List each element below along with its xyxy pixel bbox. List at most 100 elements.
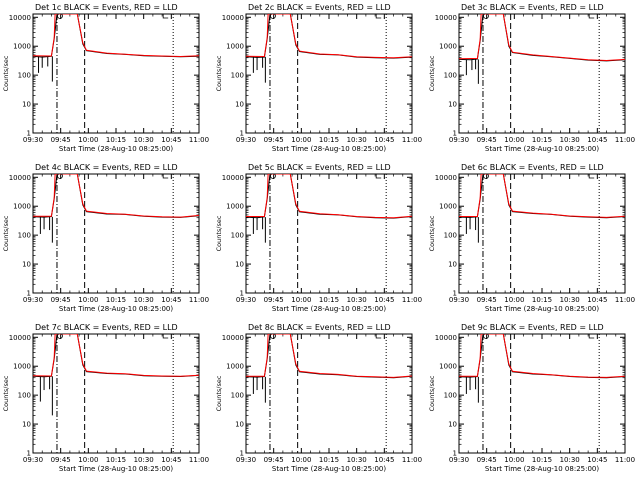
plot-frame [32, 333, 200, 454]
chart-panel: Det 7c BLACK = Events, RED = LLD 1 10 100 10… [2, 323, 209, 473]
chart-panel: Det 4c BLACK = Events, RED = LLD 1 10 100 10… [2, 163, 209, 313]
flag-circle-marker [483, 174, 489, 179]
plot-frame [245, 333, 413, 454]
x-tick-label: 09:45 [264, 136, 284, 144]
x-tick-label: 11:00 [402, 296, 422, 304]
x-tick-label: 10:45 [161, 296, 181, 304]
x-tick-label: 10:00 [504, 136, 524, 144]
x-tick-label: 09:45 [51, 456, 71, 464]
y-tick-label: 100 [231, 72, 244, 80]
y-tick-label: 10 [22, 421, 31, 429]
chart-title: Det 5c BLACK = Events, RED = LLD [248, 163, 391, 172]
x-tick-label: 10:15 [319, 136, 339, 144]
plot-data [33, 334, 199, 453]
x-tick-label: 09:45 [264, 456, 284, 464]
x-tick-label: 10:15 [532, 456, 552, 464]
flag-bracket-marker [375, 334, 382, 339]
x-axis-label: Start Time (28-Aug-10 08:25:00) [272, 465, 386, 473]
lld-series-line [246, 334, 412, 378]
lld-series-line [33, 174, 199, 218]
chart-panel: Det 3c BLACK = Events, RED = LLD 1 10 100 10… [428, 3, 635, 153]
y-tick-label: 1 [240, 130, 244, 138]
lld-series-line [459, 174, 625, 218]
x-tick-label: 09:30 [449, 296, 469, 304]
x-axis-label: Start Time (28-Aug-10 08:25:00) [59, 465, 173, 473]
y-tick-label: 100 [444, 72, 457, 80]
events-series-line [33, 14, 199, 58]
flag-circle-marker [270, 334, 276, 339]
x-tick-label: 09:30 [449, 136, 469, 144]
y-tick-label: 1000 [13, 43, 31, 51]
y-axis-label: Counts/sec [215, 55, 223, 91]
x-tick-label: 11:00 [189, 136, 209, 144]
chart-title: Det 4c BLACK = Events, RED = LLD [35, 163, 178, 172]
y-tick-label: 100 [444, 232, 457, 240]
x-tick-label: 10:00 [504, 296, 524, 304]
x-tick-label: 10:45 [161, 136, 181, 144]
plot-data [33, 174, 199, 293]
x-tick-label: 10:00 [78, 296, 98, 304]
y-tick-label: 10 [235, 421, 244, 429]
x-tick-label: 09:30 [236, 456, 256, 464]
x-tick-label: 10:30 [134, 296, 154, 304]
y-tick-label: 1000 [439, 203, 457, 211]
x-tick-label: 09:30 [236, 136, 256, 144]
events-series-line [459, 334, 625, 379]
flag-bracket-marker [588, 334, 595, 339]
lld-series-line [246, 14, 412, 59]
lld-series-line [33, 334, 199, 377]
flag-circle-marker [483, 334, 489, 339]
y-axis-label: Counts/sec [2, 375, 10, 411]
chart-title: Det 8c BLACK = Events, RED = LLD [248, 323, 391, 332]
flag-bracket-marker [162, 174, 169, 179]
y-tick-label: 100 [18, 72, 31, 80]
x-tick-label: 10:30 [347, 136, 367, 144]
x-tick-label: 09:45 [264, 296, 284, 304]
chart-title: Det 6c BLACK = Events, RED = LLD [461, 163, 604, 172]
y-tick-label: 10000 [435, 334, 457, 342]
x-tick-label: 09:45 [51, 136, 71, 144]
x-tick-label: 10:15 [106, 456, 126, 464]
plot-frame [32, 173, 200, 294]
x-tick-label: 10:00 [78, 456, 98, 464]
y-tick-label: 10 [22, 101, 31, 109]
x-axis-label: Start Time (28-Aug-10 08:25:00) [272, 305, 386, 313]
lld-series-line [246, 174, 412, 219]
y-tick-label: 100 [18, 392, 31, 400]
y-axis-label: Counts/sec [428, 55, 436, 91]
chart-title: Det 3c BLACK = Events, RED = LLD [461, 3, 604, 12]
plot-data [459, 334, 625, 453]
chart-panel: Det 5c BLACK = Events, RED = LLD 1 10 100 10… [215, 163, 422, 313]
x-tick-label: 10:45 [374, 456, 394, 464]
y-tick-label: 100 [231, 392, 244, 400]
y-tick-label: 1000 [13, 203, 31, 211]
plot-frame [458, 333, 626, 454]
flag-bracket-marker [588, 14, 595, 19]
x-tick-label: 10:15 [532, 296, 552, 304]
plot-data [459, 14, 625, 133]
flag-circle-marker [270, 174, 276, 179]
chart-panel: Det 6c BLACK = Events, RED = LLD 1 10 100 10… [428, 163, 635, 313]
x-tick-label: 09:45 [477, 136, 497, 144]
plot-data [246, 174, 412, 293]
x-tick-label: 09:30 [449, 456, 469, 464]
chart-title: Det 1c BLACK = Events, RED = LLD [35, 3, 178, 12]
events-series-line [459, 14, 625, 62]
x-axis-label: Start Time (28-Aug-10 08:25:00) [59, 305, 173, 313]
y-tick-label: 10000 [435, 174, 457, 182]
x-tick-label: 10:45 [374, 296, 394, 304]
x-tick-label: 09:45 [477, 296, 497, 304]
flag-bracket-marker [162, 334, 169, 339]
chart-panel: Det 2c BLACK = Events, RED = LLD 1 10 100 10… [215, 3, 422, 153]
flag-bracket-marker [375, 14, 382, 19]
y-tick-label: 100 [444, 392, 457, 400]
y-tick-label: 100 [231, 232, 244, 240]
y-tick-label: 1000 [226, 43, 244, 51]
plot-frame [245, 13, 413, 134]
plot-data [246, 334, 412, 453]
x-tick-label: 11:00 [402, 136, 422, 144]
y-tick-label: 10000 [435, 14, 457, 22]
x-tick-label: 09:45 [51, 296, 71, 304]
x-tick-label: 10:15 [532, 136, 552, 144]
